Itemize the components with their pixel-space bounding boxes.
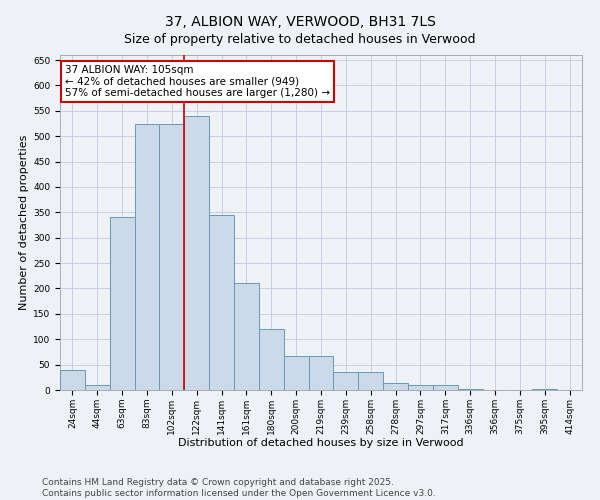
Bar <box>259 329 284 390</box>
Bar <box>408 385 433 390</box>
Bar <box>184 116 209 390</box>
Bar <box>433 385 458 390</box>
Bar <box>308 356 334 390</box>
Bar <box>85 385 110 390</box>
Text: 37 ALBION WAY: 105sqm
← 42% of detached houses are smaller (949)
57% of semi-det: 37 ALBION WAY: 105sqm ← 42% of detached … <box>65 65 330 98</box>
X-axis label: Distribution of detached houses by size in Verwood: Distribution of detached houses by size … <box>178 438 464 448</box>
Text: Contains HM Land Registry data © Crown copyright and database right 2025.
Contai: Contains HM Land Registry data © Crown c… <box>42 478 436 498</box>
Bar <box>160 124 184 390</box>
Bar <box>110 218 134 390</box>
Text: Size of property relative to detached houses in Verwood: Size of property relative to detached ho… <box>124 32 476 46</box>
Y-axis label: Number of detached properties: Number of detached properties <box>19 135 29 310</box>
Bar <box>284 356 308 390</box>
Bar <box>60 370 85 390</box>
Bar <box>209 215 234 390</box>
Text: 37, ALBION WAY, VERWOOD, BH31 7LS: 37, ALBION WAY, VERWOOD, BH31 7LS <box>164 15 436 29</box>
Bar <box>234 284 259 390</box>
Bar <box>358 372 383 390</box>
Bar <box>134 124 160 390</box>
Bar <box>334 372 358 390</box>
Bar <box>383 383 408 390</box>
